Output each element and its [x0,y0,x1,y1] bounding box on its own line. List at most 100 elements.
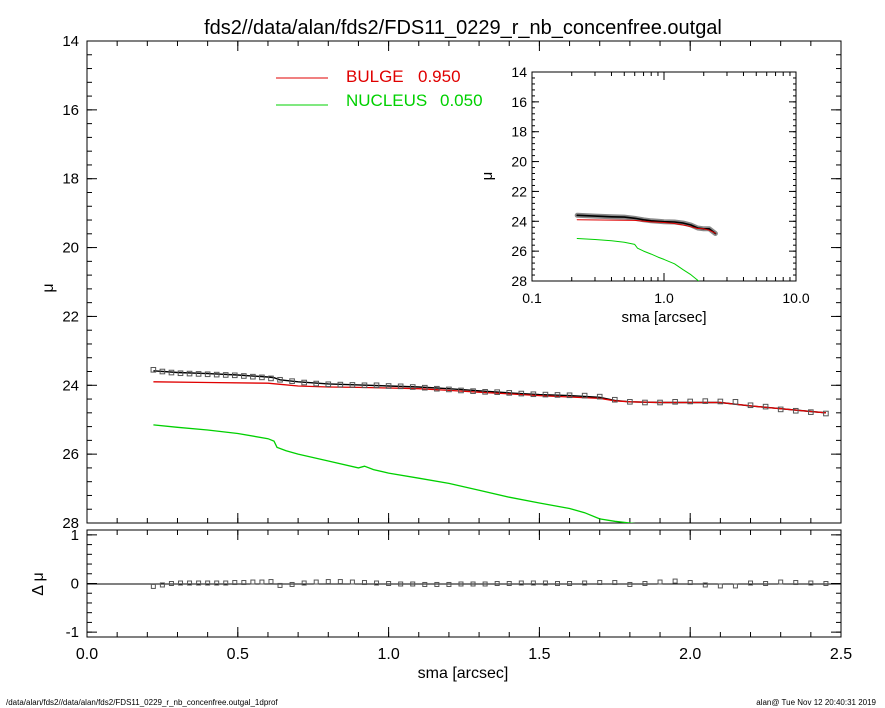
residual-data-point [410,581,416,587]
residual-data-point [597,580,603,586]
legend-bulge-value: 0.950 [418,67,461,86]
figure-title: fds2//data/alan/fds2/FDS11_0229_r_nb_con… [204,17,722,39]
main-data-point [566,392,573,399]
main-data-point [231,372,238,379]
main-data-point [672,399,678,405]
residual-data-point [150,583,156,589]
residual-data-point [177,580,183,586]
residual-panel: -1 0 1 0.0 0.5 1.0 1.5 2.0 2.5 Δ μ sma [arcsec] [30,527,852,682]
main-data-point [581,392,588,399]
legend: BULGE 0.950 NUCLEUS 0.050 [276,67,483,110]
main-data-point [289,378,295,384]
main-data-point [702,398,709,404]
residual-data-point [458,581,464,587]
main-data-point [204,371,211,378]
main-data-point [808,409,814,415]
main-series-model-line [153,370,826,414]
residual-y-axis-label: Δ μ [30,572,47,595]
residual-data-point [289,581,295,587]
residual-series-group [150,578,829,589]
x-tick-label: 1.5 [528,646,550,663]
residual-data-point [554,581,560,586]
residual-data-point [205,580,211,586]
residual-data-point [422,581,428,587]
inset-axis-ticks: 14 16 18 20 22 24 26 280.1 1.0 10.0 [511,64,809,306]
main-data-point [612,396,618,403]
main-data-point [687,398,694,405]
main-data-point [482,389,488,395]
residual-data-point [374,580,380,586]
inset-y-tick-label: 24 [511,213,527,229]
residual-y-tick-label: -1 [66,624,79,641]
legend-nucleus-label: NUCLEUS [346,91,427,110]
legend-nucleus-value: 0.050 [440,91,483,110]
main-y-tick-label: 22 [62,308,79,325]
main-data-point [268,375,274,382]
main-profile-panel: 14 16 18 20 22 24 26 28 μ BULGE 0.950 NUCLEUS 0… [40,33,842,532]
residual-data-point [823,581,829,586]
main-data-point [409,384,416,390]
residual-data-point [763,581,769,586]
main-data-point [518,390,525,397]
x-tick-label: 2.5 [830,646,852,663]
residual-data-point [808,580,814,586]
main-y-tick-label: 18 [62,171,79,188]
main-data-point [747,402,754,409]
main-data-point [627,399,633,405]
residual-data-point [259,579,265,585]
inset-y-tick-label: 26 [511,243,527,259]
main-data-point [301,379,307,386]
residual-data-point [748,580,754,586]
residual-data-point [325,579,331,585]
residual-data-point [214,580,220,586]
residual-data-point [702,582,708,588]
residual-data-point [301,580,307,586]
inset-y-tick-label: 20 [511,154,527,170]
residual-data-point [672,578,678,584]
residual-data-point [470,581,476,587]
residual-data-point [482,581,488,587]
main-y-tick-label: 26 [62,446,79,463]
residual-data-point [506,581,512,586]
main-data-point [732,399,739,405]
residual-data-point [793,580,799,586]
residual-data-point [232,580,238,586]
main-data-point [337,381,344,388]
main-data-point [349,382,356,388]
residual-data-point [241,580,247,586]
main-data-point [222,372,229,378]
main-data-point [168,369,175,376]
residual-data-point [627,581,633,587]
inset-x-axis-label: sma [arcsec] [621,309,706,326]
main-data-point [554,392,561,398]
inset-series-group [574,212,718,281]
residual-data-point [434,581,440,587]
main-data-point [777,406,784,413]
inset-x-tick-label: 0.1 [522,290,542,306]
main-data-point [241,373,247,379]
main-data-point [361,382,368,389]
main-series-group [150,366,829,523]
x-tick-label: 1.0 [377,646,399,663]
main-data-point [159,368,166,375]
residual-data-point [530,580,536,586]
main-data-point [186,370,193,377]
residual-data-point [168,581,174,586]
main-data-point [385,383,392,389]
residual-data-point [612,580,618,586]
main-y-tick-label: 28 [62,515,79,532]
main-y-tick-label: 20 [62,240,79,257]
residual-data-point [337,579,343,585]
residual-data-point [398,581,404,587]
main-data-point [325,381,332,388]
main-data-point [530,391,537,398]
x-axis-label: sma [arcsec] [418,665,509,682]
main-series-nucleus-line [153,424,636,523]
main-axis-ticks: 14 16 18 20 22 24 26 28 [62,33,842,532]
residual-data-point [349,579,355,585]
residual-data-point [778,579,784,585]
main-data-point [313,380,320,387]
residual-data-point [582,580,588,586]
inset-x-tick-label: 1.0 [654,290,674,306]
residual-data-point [542,580,548,586]
